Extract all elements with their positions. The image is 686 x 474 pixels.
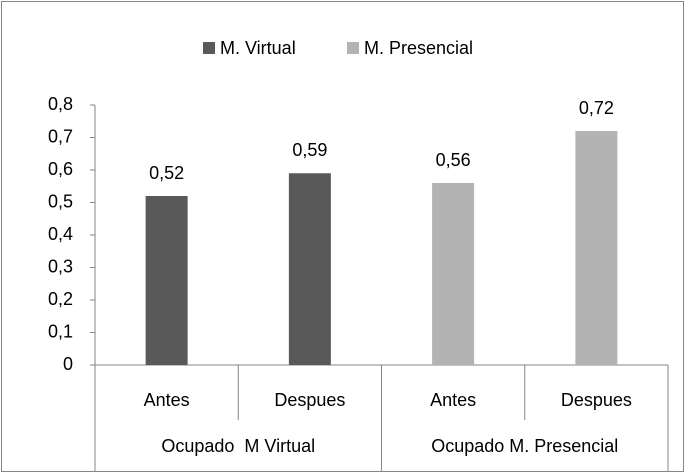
x-tick-label: Despues	[561, 390, 632, 410]
y-tick-label: 0,3	[48, 256, 73, 276]
value-label: 0,56	[436, 150, 471, 170]
group-label: Ocupado M. Presencial	[431, 436, 618, 456]
legend-swatch	[203, 42, 215, 54]
bar	[288, 173, 331, 365]
value-label: 0,72	[579, 98, 614, 118]
y-tick-label: 0	[63, 354, 73, 374]
y-tick-label: 0,1	[48, 321, 73, 341]
x-tick-label: Despues	[274, 390, 345, 410]
y-tick-label: 0,6	[48, 159, 73, 179]
value-label: 0,52	[149, 163, 184, 183]
legend-label: M. Virtual	[220, 38, 296, 58]
y-tick-label: 0,5	[48, 191, 73, 211]
bar	[145, 196, 188, 365]
bar	[575, 131, 618, 365]
y-tick-label: 0,2	[48, 289, 73, 309]
value-label: 0,59	[292, 140, 327, 160]
bar	[432, 183, 475, 365]
legend-label: M. Presencial	[364, 38, 473, 58]
x-tick-label: Antes	[144, 390, 190, 410]
x-tick-label: Antes	[430, 390, 476, 410]
y-tick-label: 0,4	[48, 224, 73, 244]
y-tick-label: 0,7	[48, 126, 73, 146]
y-tick-label: 0,8	[48, 94, 73, 114]
legend-swatch	[347, 42, 359, 54]
group-label: Ocupado M Virtual	[161, 436, 315, 456]
